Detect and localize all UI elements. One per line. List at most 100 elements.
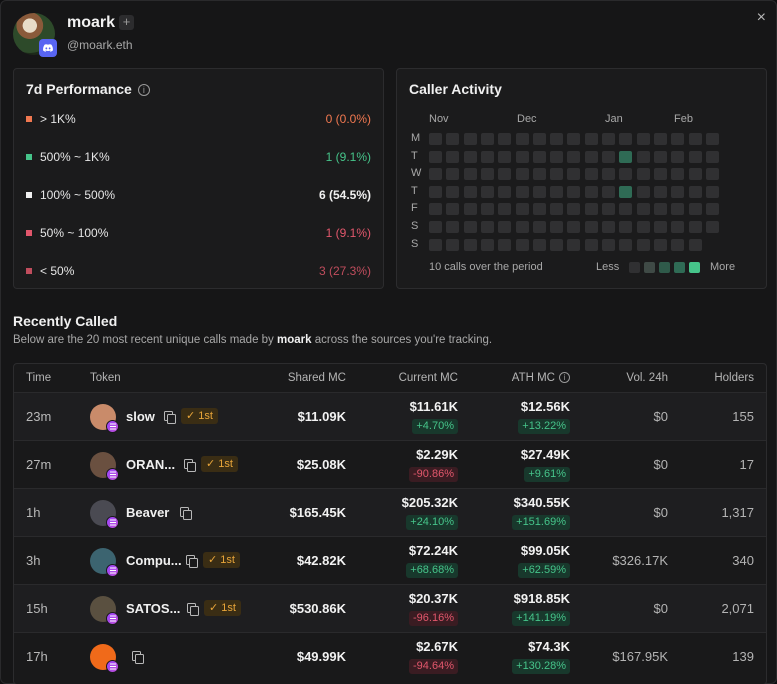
activity-cell[interactable]: [463, 185, 477, 198]
activity-cell[interactable]: [567, 185, 581, 198]
activity-cell[interactable]: [463, 203, 477, 216]
activity-cell[interactable]: [429, 168, 442, 181]
activity-cell[interactable]: [636, 221, 650, 233]
activity-cell[interactable]: [705, 133, 719, 145]
activity-cell[interactable]: [567, 133, 581, 145]
activity-cell[interactable]: [550, 133, 564, 145]
activity-cell[interactable]: [429, 133, 442, 145]
activity-cell[interactable]: [463, 133, 477, 145]
activity-cell[interactable]: [429, 238, 442, 251]
activity-cell[interactable]: [705, 221, 719, 233]
header-time[interactable]: Time: [26, 372, 52, 384]
activity-cell[interactable]: [429, 221, 442, 233]
activity-cell[interactable]: [567, 221, 581, 233]
activity-cell[interactable]: [653, 238, 667, 251]
activity-cell[interactable]: [602, 150, 615, 163]
header-vol-24h[interactable]: Vol. 24h: [626, 372, 668, 384]
info-icon[interactable]: i: [137, 84, 150, 96]
activity-cell[interactable]: [705, 168, 719, 181]
activity-cell[interactable]: [463, 150, 477, 163]
activity-cell[interactable]: [550, 238, 564, 251]
header-shared-mc[interactable]: Shared MC: [287, 372, 346, 384]
activity-cell[interactable]: [602, 185, 615, 198]
activity-cell[interactable]: [515, 185, 529, 198]
header-holders[interactable]: Holders: [714, 372, 754, 384]
activity-cell[interactable]: [688, 185, 702, 198]
token-name[interactable]: slow: [126, 409, 155, 424]
activity-cell[interactable]: [636, 203, 650, 216]
activity-cell[interactable]: [636, 168, 650, 181]
activity-cell[interactable]: [532, 221, 546, 233]
activity-cell[interactable]: [567, 238, 581, 251]
info-icon[interactable]: i: [559, 372, 570, 383]
activity-cell[interactable]: [498, 150, 512, 163]
activity-cell[interactable]: [671, 168, 685, 181]
activity-cell[interactable]: [446, 221, 460, 233]
activity-cell[interactable]: [705, 185, 719, 198]
activity-cell[interactable]: [463, 168, 477, 181]
activity-cell[interactable]: [671, 238, 685, 251]
table-row[interactable]: 15h SATOS... ✓ 1st $530.86K $20.37K -96.16% $9…: [14, 584, 766, 632]
activity-cell[interactable]: [619, 203, 633, 216]
activity-cell[interactable]: [619, 238, 633, 251]
activity-cell[interactable]: [532, 203, 546, 216]
activity-cell[interactable]: [480, 185, 494, 198]
copy-icon[interactable]: [164, 411, 176, 424]
activity-cell[interactable]: [532, 185, 546, 198]
activity-cell[interactable]: [584, 168, 598, 181]
activity-cell[interactable]: [653, 203, 667, 216]
activity-cell[interactable]: [515, 168, 529, 181]
activity-cell[interactable]: [463, 221, 477, 233]
activity-cell[interactable]: [619, 150, 633, 163]
activity-cell[interactable]: [429, 150, 442, 163]
activity-cell[interactable]: [705, 150, 719, 163]
activity-cell[interactable]: [636, 133, 650, 145]
activity-cell[interactable]: [463, 238, 477, 251]
token-name[interactable]: Compu...: [126, 553, 182, 568]
activity-cell[interactable]: [688, 238, 702, 251]
table-row[interactable]: 17h $49.99K $2.67K -94.64% $74.3K +130.28% $16…: [14, 632, 766, 680]
activity-cell[interactable]: [584, 150, 598, 163]
activity-cell[interactable]: [619, 185, 633, 198]
activity-cell[interactable]: [619, 133, 633, 145]
activity-cell[interactable]: [602, 203, 615, 216]
activity-cell[interactable]: [515, 203, 529, 216]
activity-cell[interactable]: [480, 238, 494, 251]
table-row[interactable]: 3h Compu... ✓ 1st $42.82K $72.24K +68.68% $99.…: [14, 536, 766, 584]
activity-cell[interactable]: [671, 221, 685, 233]
activity-cell[interactable]: [688, 150, 702, 163]
activity-cell[interactable]: [567, 168, 581, 181]
activity-cell[interactable]: [498, 185, 512, 198]
token-name[interactable]: ORAN...: [126, 457, 176, 472]
activity-cell[interactable]: [671, 185, 685, 198]
activity-cell[interactable]: [515, 221, 529, 233]
activity-cell[interactable]: [550, 168, 564, 181]
activity-cell[interactable]: [653, 168, 667, 181]
token-name[interactable]: Beaver: [126, 505, 170, 520]
token-name[interactable]: SATOS...: [126, 601, 181, 616]
activity-cell[interactable]: [498, 133, 512, 145]
activity-cell[interactable]: [429, 185, 442, 198]
activity-cell[interactable]: [584, 185, 598, 198]
activity-cell[interactable]: [653, 150, 667, 163]
activity-cell[interactable]: [705, 203, 719, 216]
activity-cell[interactable]: [446, 203, 460, 216]
activity-cell[interactable]: [688, 221, 702, 233]
activity-cell[interactable]: [584, 133, 598, 145]
activity-cell[interactable]: [480, 203, 494, 216]
activity-cell[interactable]: [498, 203, 512, 216]
activity-cell[interactable]: [567, 150, 581, 163]
activity-cell[interactable]: [550, 203, 564, 216]
activity-cell[interactable]: [636, 238, 650, 251]
activity-cell[interactable]: [602, 238, 615, 251]
activity-cell[interactable]: [515, 150, 529, 163]
activity-cell[interactable]: [550, 221, 564, 233]
activity-cell[interactable]: [480, 221, 494, 233]
activity-cell[interactable]: [636, 185, 650, 198]
activity-cell[interactable]: [688, 203, 702, 216]
add-icon[interactable]: +: [119, 15, 134, 30]
activity-cell[interactable]: [602, 168, 615, 181]
copy-icon[interactable]: [180, 507, 192, 520]
activity-cell[interactable]: [550, 150, 564, 163]
activity-cell[interactable]: [671, 150, 685, 163]
